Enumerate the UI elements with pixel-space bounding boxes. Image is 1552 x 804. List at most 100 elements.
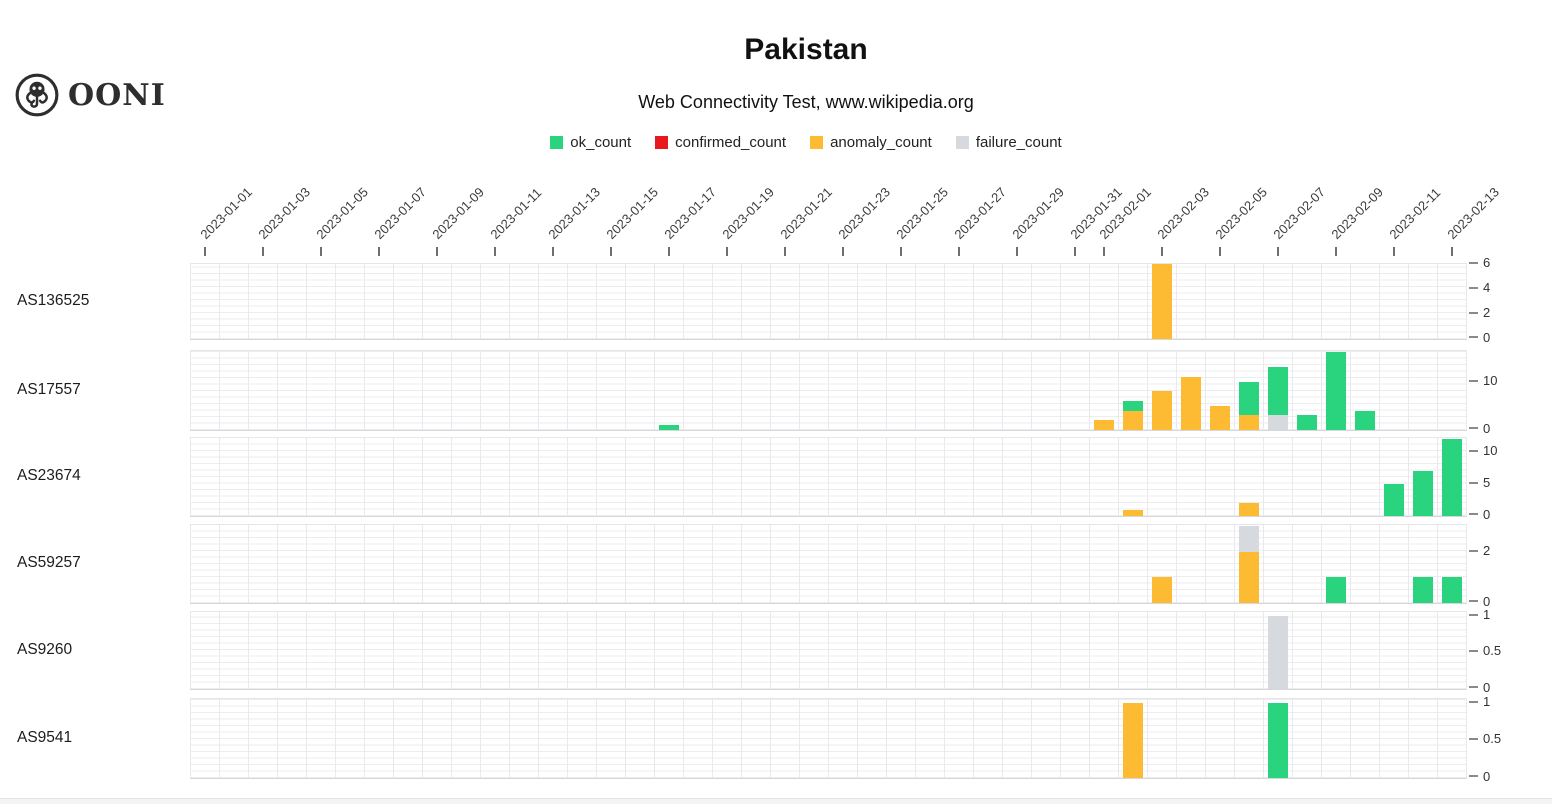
bar-2023-02-12-ok_count[interactable] — [1412, 471, 1433, 516]
x-tick-mark — [1450, 247, 1453, 256]
bar-2023-02-03-anomaly_count[interactable] — [1151, 264, 1172, 339]
y-tick-mark — [1469, 262, 1478, 264]
y-tick-mark — [1469, 650, 1478, 653]
x-tick-label: 2023-02-03 — [1153, 184, 1212, 242]
x-tick-label: 2023-02-09 — [1327, 184, 1386, 242]
y-tick-mark — [1469, 427, 1478, 429]
y-tick-mark — [1469, 738, 1478, 741]
row-label-AS59257: AS59257 — [17, 554, 81, 571]
bar-2023-02-02-anomaly_count[interactable] — [1122, 509, 1143, 516]
facet-row-AS17557: AS17557 0 10 — [0, 350, 1552, 436]
y-tick-mark — [1469, 450, 1478, 453]
x-tick-mark — [899, 247, 902, 256]
bar-2023-02-03-anomaly_count[interactable] — [1151, 391, 1172, 430]
bar-2023-02-05-anomaly_count[interactable] — [1209, 405, 1230, 430]
x-tick-mark — [1218, 247, 1221, 256]
x-tick-label: 2023-01-25 — [892, 184, 951, 242]
y-tick-mark — [1469, 600, 1478, 602]
bar-2023-02-08-ok_count[interactable] — [1296, 415, 1317, 430]
y-tick-label: 5 — [1483, 475, 1491, 491]
x-tick-label: 2023-02-11 — [1385, 185, 1443, 242]
bar-2023-02-09-ok_count[interactable] — [1325, 577, 1346, 603]
y-tick-label: 0 — [1483, 680, 1491, 695]
x-tick-mark — [841, 247, 844, 256]
x-tick-label: 2023-01-07 — [370, 184, 429, 242]
legend-label: ok_count — [570, 134, 632, 151]
plot-area-AS23674 — [190, 437, 1467, 517]
bar-2023-02-12-ok_count[interactable] — [1412, 577, 1433, 603]
legend-label: failure_count — [975, 134, 1062, 151]
bar-2023-02-06-anomaly_count[interactable] — [1238, 551, 1259, 603]
legend-item-ok_count[interactable]: ok_count — [550, 134, 631, 151]
y-tick-mark — [1469, 312, 1478, 314]
x-tick-mark — [203, 247, 206, 256]
plot-area-AS9260 — [190, 611, 1467, 690]
bar-2023-02-06-anomaly_count[interactable] — [1238, 415, 1259, 430]
x-tick-mark — [319, 247, 322, 256]
bar-2023-02-06-anomaly_count[interactable] — [1238, 503, 1259, 516]
bar-2023-02-02-anomaly_count[interactable] — [1122, 410, 1143, 430]
bar-2023-02-09-ok_count[interactable] — [1325, 352, 1346, 430]
y-tick-mark — [1469, 482, 1478, 485]
x-tick-label: 2023-02-07 — [1269, 184, 1328, 242]
y-tick-mark — [1469, 700, 1478, 703]
plot-area-AS59257 — [190, 524, 1467, 604]
bar-2023-02-11-ok_count[interactable] — [1383, 484, 1404, 516]
x-tick-label: 2023-01-09 — [428, 184, 487, 242]
facet-row-AS9260: AS9260 0 0.5 1 — [0, 607, 1552, 694]
bar-2023-02-13-ok_count[interactable] — [1441, 439, 1462, 516]
x-tick-label: 2023-01-17 — [660, 184, 719, 242]
bar-2023-02-06-failure_count[interactable] — [1238, 526, 1259, 552]
y-tick-mark — [1469, 287, 1478, 289]
legend-swatch-ok_count — [550, 136, 564, 149]
bar-2023-02-07-ok_count[interactable] — [1267, 367, 1288, 416]
row-label-AS17557: AS17557 — [17, 380, 81, 398]
plot-area-AS9541 — [190, 698, 1467, 779]
bar-2023-02-03-anomaly_count[interactable] — [1151, 577, 1172, 603]
y-tick-label: 10 — [1483, 443, 1498, 459]
legend-label: anomaly_count — [830, 134, 932, 151]
y-tick-label: 6 — [1483, 255, 1491, 270]
row-label-AS9541: AS9541 — [17, 728, 73, 746]
y-tick-mark — [1469, 379, 1478, 382]
x-tick-mark — [1015, 247, 1018, 256]
bar-2023-02-01-anomaly_count[interactable] — [1093, 420, 1114, 430]
x-tick-mark — [667, 247, 670, 256]
plot-area-AS136525 — [190, 263, 1467, 340]
legend-swatch-failure_count — [955, 136, 969, 149]
x-tick-label: 2023-01-05 — [312, 184, 371, 242]
y-tick-label: 4 — [1483, 280, 1491, 295]
x-tick-mark — [1334, 247, 1337, 256]
bar-2023-02-02-ok_count[interactable] — [1122, 400, 1143, 411]
bar-2023-02-07-failure_count[interactable] — [1267, 415, 1288, 430]
bar-2023-02-06-ok_count[interactable] — [1238, 381, 1259, 416]
bar-2023-02-07-ok_count[interactable] — [1267, 702, 1288, 778]
bar-2023-02-02-anomaly_count[interactable] — [1122, 702, 1143, 778]
facet-row-AS23674: AS23674 0 5 10 — [0, 437, 1552, 522]
bar-2023-01-17-ok_count[interactable] — [658, 425, 679, 430]
bar-2023-02-13-ok_count[interactable] — [1441, 577, 1462, 603]
x-axis: 2023-01-01 2023-01-03 2023-01-05 2023-01-07… — [190, 180, 1502, 258]
y-tick-mark — [1469, 549, 1478, 552]
x-tick-label: 2023-01-15 — [602, 184, 661, 242]
x-tick-mark — [1073, 247, 1076, 256]
bar-2023-02-04-anomaly_count[interactable] — [1180, 376, 1201, 430]
brand: OONI — [14, 72, 166, 118]
legend-item-anomaly_count[interactable]: anomaly_count — [810, 134, 932, 151]
x-tick-mark — [609, 247, 612, 256]
legend-item-confirmed_count[interactable]: confirmed_count — [655, 134, 786, 151]
x-tick-label: 2023-01-11 — [486, 185, 544, 242]
x-tick-label: 2023-01-23 — [834, 184, 893, 242]
y-tick-label: 0 — [1483, 594, 1491, 609]
chart-legend: ok_count confirmed_count anomaly_count fail… — [190, 134, 1422, 151]
bar-2023-02-10-ok_count[interactable] — [1354, 410, 1375, 430]
x-tick-label: 2023-01-03 — [254, 184, 313, 242]
legend-item-failure_count[interactable]: failure_count — [955, 134, 1062, 151]
y-tick-label: 2 — [1483, 542, 1491, 558]
row-label-AS9260: AS9260 — [17, 640, 73, 658]
y-tick-label: 0 — [1483, 507, 1491, 522]
brand-name: OONI — [68, 77, 166, 113]
chart-title: Pakistan — [744, 33, 868, 66]
bar-2023-02-07-failure_count[interactable] — [1267, 615, 1288, 689]
